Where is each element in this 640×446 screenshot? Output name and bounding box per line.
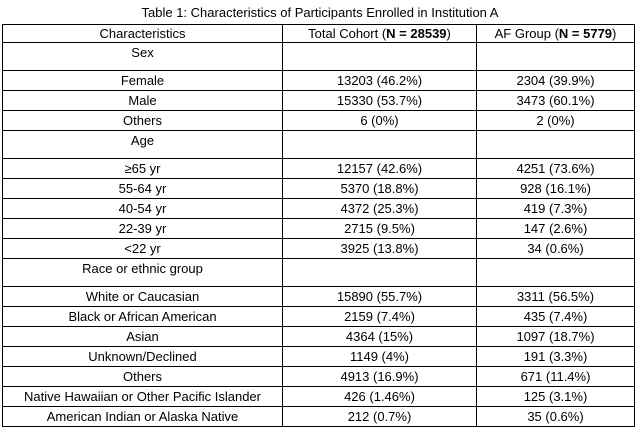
- af-group-cell: 191 (3.3%): [476, 346, 635, 367]
- af-group-cell: 4251 (73.6%): [476, 158, 635, 179]
- af-group-cell: 671 (11.4%): [476, 366, 635, 387]
- af-group-cell: 35 (0.6%): [476, 406, 635, 427]
- section-row-race: Race or ethnic group: [2, 258, 635, 287]
- total-cohort-cell: 4372 (25.3%): [282, 198, 477, 219]
- row-label-cell: Others: [2, 366, 283, 387]
- af-group-cell: 147 (2.6%): [476, 218, 635, 239]
- row-label-cell: <22 yr: [2, 238, 283, 259]
- af-group-cell: 125 (3.1%): [476, 386, 635, 407]
- row-label-cell: Asian: [2, 326, 283, 347]
- row-label-cell: Female: [2, 70, 283, 91]
- table-row-male: Male 15330 (53.7%) 3473 (60.1%): [2, 90, 635, 111]
- total-cohort-cell: [282, 258, 477, 287]
- af-group-cell: 3311 (56.5%): [476, 286, 635, 307]
- af-group-cell: 435 (7.4%): [476, 306, 635, 327]
- header-cell-characteristics: Characteristics: [2, 24, 283, 43]
- table-row-native-hawaiian: Native Hawaiian or Other Pacific Islande…: [2, 386, 635, 407]
- table-row-age-40-54: 40-54 yr 4372 (25.3%) 419 (7.3%): [2, 198, 635, 219]
- section-row-sex: Sex: [2, 42, 635, 71]
- total-cohort-cell: 4364 (15%): [282, 326, 477, 347]
- table-row-black: Black or African American 2159 (7.4%) 43…: [2, 306, 635, 327]
- table-row-asian: Asian 4364 (15%) 1097 (18.7%): [2, 326, 635, 347]
- section-row-age: Age: [2, 130, 635, 159]
- total-cohort-cell: 1149 (4%): [282, 346, 477, 367]
- total-cohort-cell: 6 (0%): [282, 110, 477, 131]
- section-label: Sex: [2, 42, 283, 71]
- af-group-cell: [476, 42, 635, 71]
- section-label: Age: [2, 130, 283, 159]
- table-row-age-under22: <22 yr 3925 (13.8%) 34 (0.6%): [2, 238, 635, 259]
- section-label: Race or ethnic group: [2, 258, 283, 287]
- af-group-cell: 2 (0%): [476, 110, 635, 131]
- table-row-white: White or Caucasian 15890 (55.7%) 3311 (5…: [2, 286, 635, 307]
- total-cohort-cell: 5370 (18.8%): [282, 178, 477, 199]
- table-row-unknown: Unknown/Declined 1149 (4%) 191 (3.3%): [2, 346, 635, 367]
- header-cell-af-group: AF Group (N = 5779): [476, 24, 635, 43]
- header-total-n: N = 28539: [386, 26, 447, 41]
- header-row: Characteristics Total Cohort (N = 28539)…: [2, 24, 635, 43]
- total-cohort-cell: 13203 (46.2%): [282, 70, 477, 91]
- row-label-cell: White or Caucasian: [2, 286, 283, 307]
- header-af-n: N = 5779: [558, 26, 613, 41]
- af-group-cell: 928 (16.1%): [476, 178, 635, 199]
- total-cohort-cell: 12157 (42.6%): [282, 158, 477, 179]
- total-cohort-cell: 2159 (7.4%): [282, 306, 477, 327]
- table-row-female: Female 13203 (46.2%) 2304 (39.9%): [2, 70, 635, 91]
- af-group-cell: 3473 (60.1%): [476, 90, 635, 111]
- af-group-cell: 419 (7.3%): [476, 198, 635, 219]
- total-cohort-cell: 15330 (53.7%): [282, 90, 477, 111]
- total-cohort-cell: 15890 (55.7%): [282, 286, 477, 307]
- header-total-prefix: Total Cohort (: [308, 26, 387, 41]
- af-group-cell: [476, 258, 635, 287]
- row-label-cell: 55-64 yr: [2, 178, 283, 199]
- af-group-cell: 34 (0.6%): [476, 238, 635, 259]
- table-row-american-indian: American Indian or Alaska Native 212 (0.…: [2, 406, 635, 427]
- row-label-cell: Black or African American: [2, 306, 283, 327]
- row-label-cell: Native Hawaiian or Other Pacific Islande…: [2, 386, 283, 407]
- total-cohort-cell: 212 (0.7%): [282, 406, 477, 427]
- row-label-cell: Unknown/Declined: [2, 346, 283, 367]
- table-row-others-race: Others 4913 (16.9%) 671 (11.4%): [2, 366, 635, 387]
- table-row-others-sex: Others 6 (0%) 2 (0%): [2, 110, 635, 131]
- total-cohort-cell: 426 (1.46%): [282, 386, 477, 407]
- af-group-cell: 2304 (39.9%): [476, 70, 635, 91]
- row-label-cell: Others: [2, 110, 283, 131]
- header-total-suffix: ): [446, 26, 451, 41]
- header-cell-total-cohort: Total Cohort (N = 28539): [282, 24, 477, 43]
- table-title: Table 1: Characteristics of Participants…: [141, 5, 499, 20]
- table-row-age-55-64: 55-64 yr 5370 (18.8%) 928 (16.1%): [2, 178, 635, 199]
- table-row-age-65plus: ≥65 yr 12157 (42.6%) 4251 (73.6%): [2, 158, 635, 179]
- row-label-cell: 22-39 yr: [2, 218, 283, 239]
- header-af-prefix: AF Group (: [494, 26, 559, 41]
- row-label-cell: American Indian or Alaska Native: [2, 406, 283, 427]
- af-group-cell: 1097 (18.7%): [476, 326, 635, 347]
- header-af-suffix: ): [612, 26, 617, 41]
- characteristics-table: Characteristics Total Cohort (N = 28539)…: [2, 24, 635, 427]
- total-cohort-cell: [282, 42, 477, 71]
- row-label-cell: ≥65 yr: [2, 158, 283, 179]
- total-cohort-cell: 2715 (9.5%): [282, 218, 477, 239]
- total-cohort-cell: 4913 (16.9%): [282, 366, 477, 387]
- table-row-age-22-39: 22-39 yr 2715 (9.5%) 147 (2.6%): [2, 218, 635, 239]
- af-group-cell: [476, 130, 635, 159]
- row-label-cell: Male: [2, 90, 283, 111]
- total-cohort-cell: [282, 130, 477, 159]
- total-cohort-cell: 3925 (13.8%): [282, 238, 477, 259]
- row-label-cell: 40-54 yr: [2, 198, 283, 219]
